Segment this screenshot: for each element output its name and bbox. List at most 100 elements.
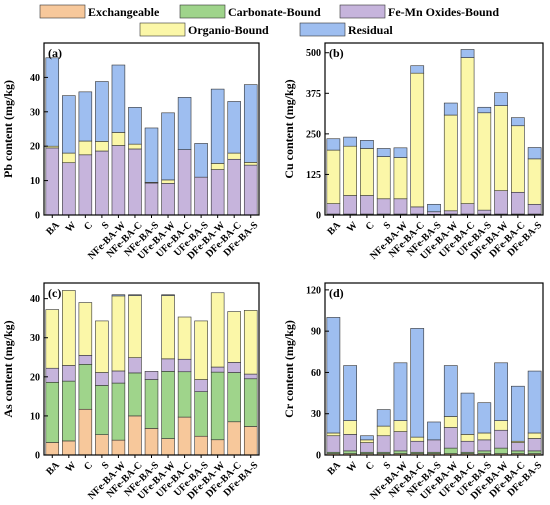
- bar-1-11-3: [511, 125, 525, 193]
- y-axis-title-0: Pb content (mg/kg): [1, 80, 15, 178]
- bar-2-5-2: [128, 357, 142, 374]
- bar-3-1-4: [343, 365, 357, 421]
- bar-1-12-4: [527, 147, 542, 160]
- x-tick-label-1-2: C: [364, 220, 377, 233]
- y-tick-label-3-2: 60: [311, 368, 321, 379]
- bar-0-2-4: [78, 91, 93, 142]
- bar-3-4-1: [393, 450, 408, 454]
- bar-1-1-2: [343, 195, 357, 215]
- bar-2-9-3: [194, 320, 208, 380]
- bar-0-3-2: [95, 150, 109, 216]
- bar-0-6-2: [144, 182, 159, 216]
- bar-2-7-0: [161, 438, 175, 456]
- bar-0-2-3: [78, 140, 93, 156]
- bar-1-1-4: [343, 136, 357, 147]
- bar-2-11-3: [227, 311, 241, 363]
- bar-0-1-4: [62, 95, 76, 154]
- bar-2-2-2: [78, 355, 93, 365]
- bar-0-11-3: [227, 152, 241, 160]
- bar-2-1-2: [62, 365, 76, 382]
- y-axis-title-2: As content (mg/kg): [1, 320, 15, 417]
- x-tick-label-0-1: W: [64, 220, 79, 235]
- bar-3-2-3: [360, 439, 374, 443]
- x-tick-label-3-2: C: [364, 460, 377, 473]
- panel-label-1: (b): [329, 46, 344, 60]
- y-tick-label-2-4: 40: [30, 294, 40, 305]
- bar-3-8-4: [460, 392, 475, 435]
- bar-2-10-3: [210, 292, 225, 368]
- y-tick-label-1-2: 250: [306, 129, 321, 140]
- bar-1-4-2: [393, 198, 408, 215]
- legend-swatch-3: [139, 22, 186, 37]
- y-tick-label-0-3: 30: [30, 107, 40, 118]
- bar-2-1-0: [62, 440, 76, 456]
- bar-2-2-3: [78, 302, 93, 356]
- bar-0-1-3: [62, 152, 76, 164]
- bar-2-9-0: [194, 435, 208, 456]
- bar-1-1-3: [343, 145, 357, 196]
- bar-3-4-3: [393, 420, 408, 432]
- bar-2-7-2: [161, 358, 175, 372]
- bar-1-0-3: [326, 149, 341, 204]
- y-axis-title-1: Cu content (mg/kg): [282, 79, 296, 178]
- bar-0-0-2: [45, 147, 60, 216]
- panel-label-2: (c): [48, 286, 61, 300]
- bar-2-6-2: [144, 371, 159, 380]
- bar-3-6-4: [427, 421, 441, 441]
- legend-label-4: Residual: [348, 23, 393, 37]
- bar-0-2-2: [78, 154, 93, 216]
- bar-1-10-2: [494, 190, 508, 215]
- bar-3-12-3: [527, 432, 542, 439]
- bar-1-8-2: [460, 203, 475, 215]
- bar-3-5-4: [410, 328, 425, 438]
- bar-3-0-2: [326, 435, 341, 453]
- bar-2-10-2: [210, 366, 225, 373]
- bar-3-1-1: [343, 450, 357, 454]
- bar-2-11-2: [227, 362, 241, 373]
- y-tick-label-2-2: 20: [30, 372, 40, 383]
- y-tick-label-0-1: 10: [30, 176, 40, 187]
- legend-label-3: Organio-Bound: [188, 23, 269, 37]
- bar-3-10-1: [494, 447, 508, 454]
- bar-1-9-4: [477, 106, 492, 114]
- bar-3-2-4: [360, 435, 374, 441]
- x-tick-label-1-0: BA: [325, 219, 343, 237]
- bar-1-9-2: [477, 209, 492, 215]
- bar-3-7-2: [443, 427, 458, 449]
- bar-2-7-4: [161, 294, 175, 296]
- plot-frame-3: [324, 282, 544, 456]
- bar-3-5-3: [410, 436, 425, 442]
- bar-1-6-2: [427, 211, 441, 215]
- bar-3-3-4: [376, 409, 391, 427]
- bar-0-7-2: [161, 183, 175, 216]
- chart-panel-3: BA W C SNFe-BA-WNFe-BA-CNFe-BA-SUFe-BA-WUFe…: [282, 282, 545, 502]
- bar-0-7-4: [161, 112, 175, 181]
- legend-swatch-1: [179, 4, 226, 19]
- bar-2-3-1: [95, 385, 109, 435]
- bar-2-8-2: [177, 358, 192, 373]
- bar-1-7-2: [443, 210, 458, 215]
- bar-0-3-4: [95, 81, 109, 142]
- bar-3-7-1: [443, 447, 458, 454]
- bar-1-8-3: [460, 57, 475, 204]
- bar-2-2-1: [78, 364, 93, 410]
- bar-1-5-2: [410, 206, 425, 215]
- bar-1-8-4: [460, 49, 475, 58]
- y-tick-label-1-0: 0: [316, 211, 321, 222]
- bar-2-0-1: [45, 381, 60, 443]
- chart-panel-1: BA W C SNFe-BA-WNFe-BA-CNFe-BA-SUFe-BA-WUFe…: [282, 42, 545, 262]
- bar-2-8-0: [177, 416, 192, 456]
- plot-frame-2: [43, 282, 260, 456]
- bar-1-11-4: [511, 117, 525, 127]
- bar-1-0-4: [326, 138, 341, 151]
- legend-swatch-0: [39, 4, 86, 19]
- bar-2-12-0: [243, 426, 258, 456]
- bar-3-1-3: [343, 420, 357, 435]
- legend-label-2: Fe-Mn Oxides-Bound: [388, 5, 499, 19]
- bar-2-4-4: [111, 294, 126, 297]
- bar-3-1-2: [343, 434, 357, 452]
- bar-0-12-3: [243, 162, 258, 166]
- y-tick-label-1-4: 500: [306, 48, 321, 59]
- x-tick-label-0-2: C: [82, 220, 95, 233]
- bar-3-9-4: [477, 402, 492, 434]
